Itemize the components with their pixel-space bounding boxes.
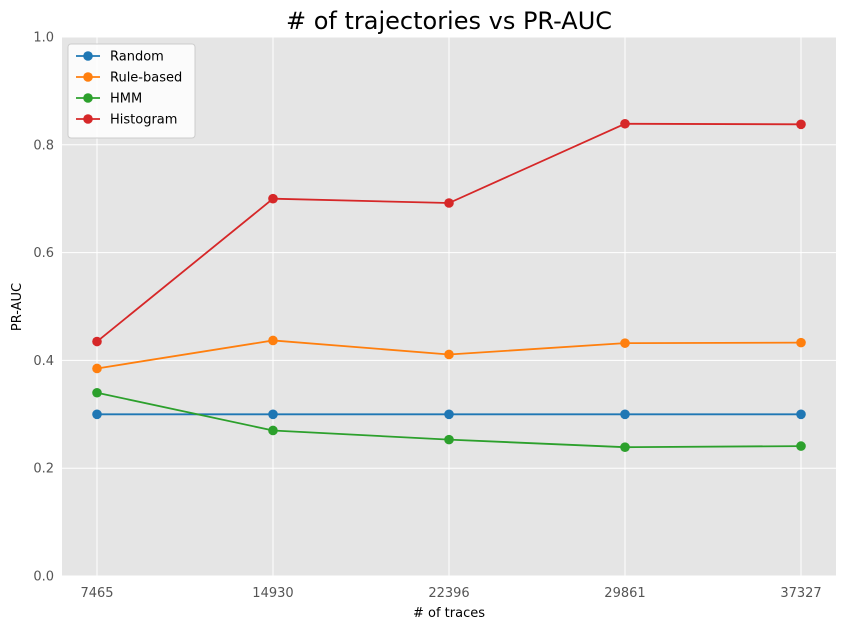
legend-marker-random (83, 51, 93, 61)
legend-label-random: Random (110, 50, 164, 65)
y-tick-label: 0.2 (33, 462, 54, 477)
data-point-random (92, 409, 102, 420)
data-point-random (268, 409, 278, 420)
data-point-rule-based (268, 335, 278, 346)
legend: Random Rule-based HMM Histogram (67, 43, 196, 139)
y-tick-label: 1.0 (33, 31, 54, 46)
y-axis-label: PR-AUC (10, 283, 25, 331)
y-tick-label: 0.6 (33, 246, 54, 261)
legend-marker-rule-based (83, 72, 93, 82)
series-lines (92, 118, 806, 452)
data-point-random (796, 409, 806, 420)
legend-label-hmm: HMM (110, 92, 142, 107)
data-point-rule-based (444, 349, 454, 360)
legend-label-histogram: Histogram (110, 113, 177, 128)
legend-marker-hmm (83, 93, 93, 103)
data-point-rule-based (92, 363, 102, 374)
data-point-hmm (268, 425, 278, 436)
legend-marker-histogram (83, 114, 93, 124)
x-tick-label: 37327 (780, 586, 821, 601)
legend-label-rule-based: Rule-based (110, 71, 182, 86)
data-point-histogram (444, 198, 454, 208)
data-point-histogram (268, 193, 278, 204)
chart-title: # of trajectories vs PR-AUC (286, 7, 612, 35)
data-point-rule-based (796, 337, 806, 348)
y-tick-label: 0.8 (33, 138, 54, 153)
x-axis-label: # of traces (413, 606, 485, 621)
y-tick-label: 0.0 (33, 570, 54, 585)
x-tick-label: 14930 (252, 586, 293, 601)
x-tick-label: 29861 (604, 586, 645, 601)
data-point-random (620, 409, 630, 420)
y-tick-labels: 0.0 0.2 0.4 0.6 0.8 1.0 (33, 31, 54, 585)
data-point-hmm (444, 434, 454, 445)
grid-lines (62, 36, 836, 577)
x-tick-label: 22396 (428, 586, 469, 601)
data-point-hmm (620, 442, 630, 452)
data-point-hmm (796, 441, 806, 451)
data-point-histogram (796, 119, 806, 130)
x-tick-label: 7465 (80, 586, 113, 601)
data-point-rule-based (620, 338, 630, 348)
x-tick-labels: 7465 14930 22396 29861 37327 (80, 586, 821, 601)
legend-box (67, 43, 196, 139)
data-point-histogram (92, 336, 102, 347)
data-point-histogram (620, 118, 630, 129)
y-tick-label: 0.4 (33, 354, 54, 369)
data-point-random (444, 409, 454, 420)
data-point-hmm (92, 387, 102, 398)
